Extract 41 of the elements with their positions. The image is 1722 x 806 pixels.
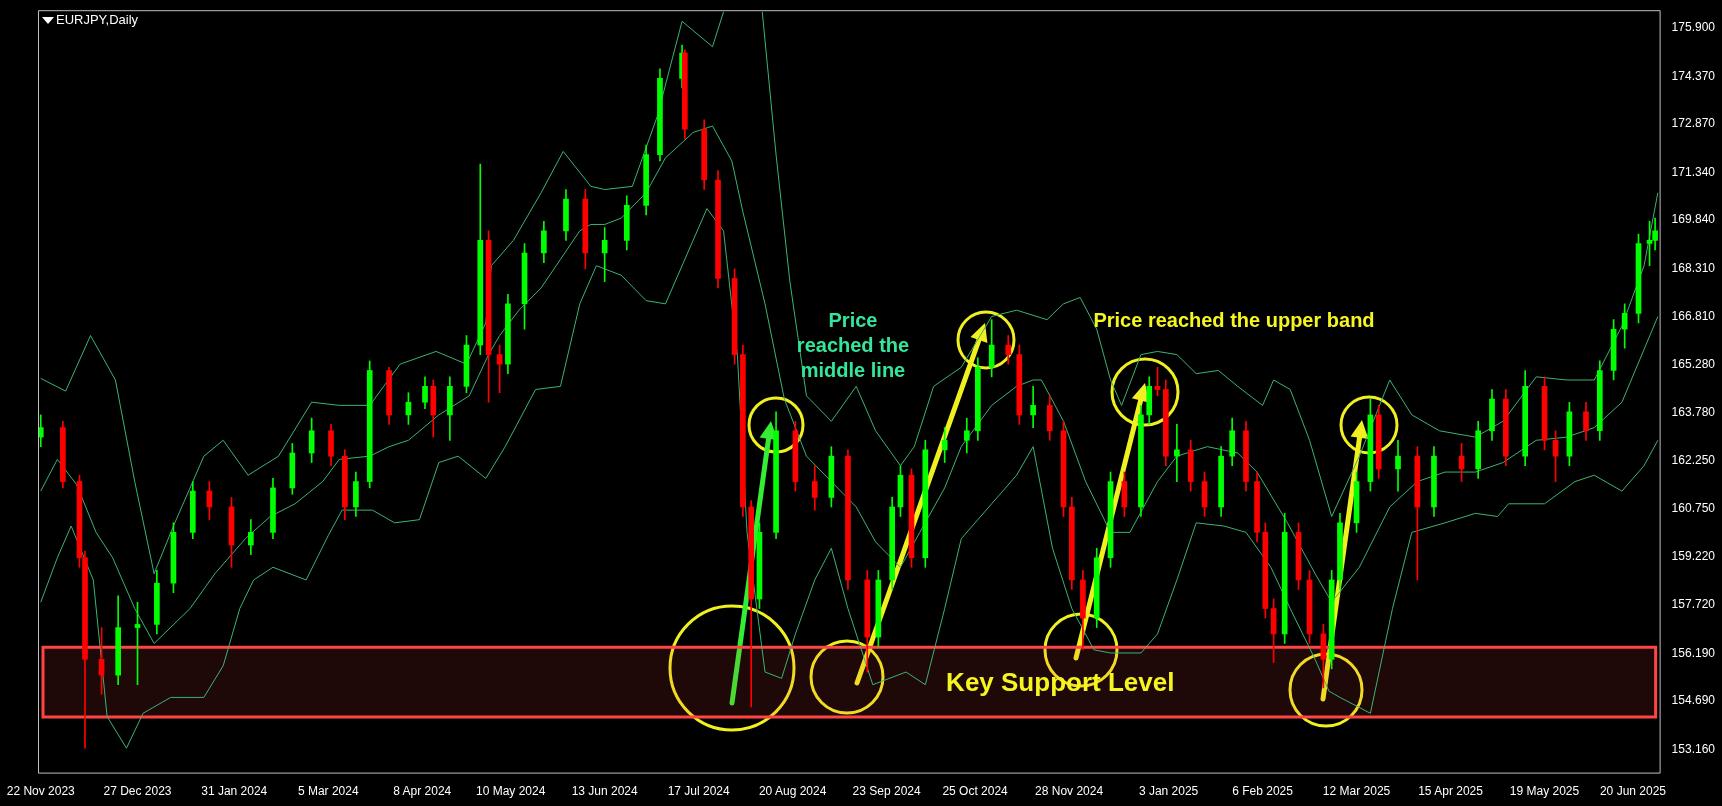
x-tick-label: 6 Feb 2025	[1232, 784, 1294, 799]
x-tick-label: 17 Jul 2024	[667, 784, 730, 799]
x-tick-label: 20 Aug 2024	[758, 784, 827, 799]
x-tick-label: 27 Dec 2023	[103, 784, 172, 799]
x-tick-label: 3 Jan 2025	[1138, 784, 1199, 799]
x-tick-label: 28 Nov 2024	[1035, 784, 1104, 799]
x-tick-label: 22 Nov 2023	[6, 784, 76, 799]
candlestick	[1030, 386, 1036, 428]
x-tick-label: 15 Apr 2025	[1418, 784, 1484, 799]
y-tick-label: 156.190	[1671, 645, 1716, 660]
y-tick-label: 154.690	[1671, 693, 1716, 708]
y-tick-label: 153.160	[1671, 741, 1716, 756]
annotation: Price reached the upper band	[1093, 307, 1375, 333]
y-tick-label: 169.840	[1671, 212, 1716, 227]
x-tick-label: 13 Jun 2024	[571, 784, 639, 799]
band-label: Key Support Level	[946, 666, 1175, 698]
x-tick-label: 20 Jun 2025	[1599, 784, 1667, 799]
y-tick-label: 175.900	[1671, 19, 1716, 34]
y-tick-label: 171.340	[1671, 164, 1716, 179]
y-tick-label: 157.720	[1671, 597, 1716, 612]
y-tick-label: 160.750	[1671, 500, 1716, 515]
y-tick-label: 165.280	[1671, 357, 1716, 372]
candlestick	[1174, 424, 1180, 482]
y-tick-label: 162.250	[1671, 453, 1716, 468]
x-tick-label: 12 Mar 2025	[1322, 784, 1391, 799]
y-tick-label: 174.370	[1671, 68, 1716, 83]
x-tick-label: 25 Oct 2024	[942, 784, 1009, 799]
y-tick-label: 168.310	[1671, 260, 1716, 275]
x-tick-label: 31 Jan 2024	[201, 784, 268, 799]
chart-title: EURJPY,Daily	[56, 12, 139, 28]
annotation: Price reached the middle line	[795, 307, 911, 383]
y-tick-label: 159.220	[1671, 549, 1716, 564]
x-tick-label: 19 May 2025	[1509, 784, 1580, 799]
candlestick	[601, 227, 608, 282]
x-tick-label: 5 Mar 2024	[297, 784, 359, 799]
x-tick-label: 10 May 2024	[475, 784, 546, 799]
x-tick-label: 8 Apr 2024	[393, 784, 452, 799]
x-tick-label: 23 Sep 2024	[852, 784, 921, 799]
y-tick-label: 163.780	[1671, 404, 1716, 419]
y-tick-label: 166.810	[1671, 308, 1716, 323]
y-tick-label: 172.870	[1671, 116, 1716, 131]
